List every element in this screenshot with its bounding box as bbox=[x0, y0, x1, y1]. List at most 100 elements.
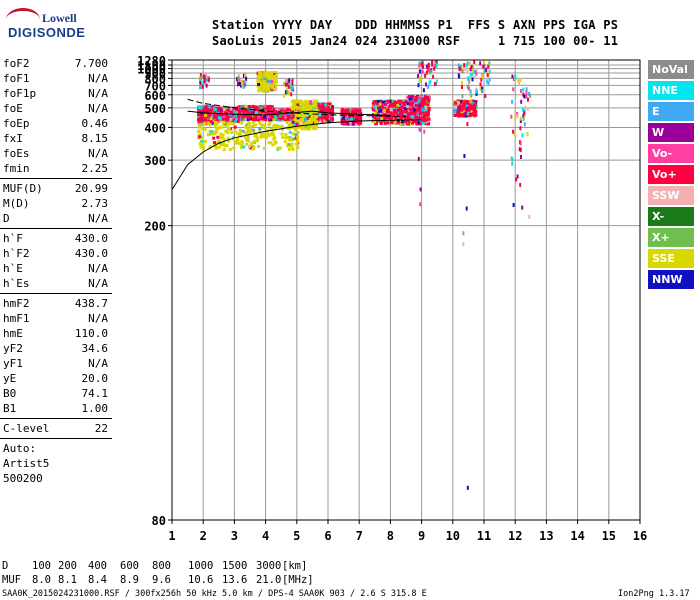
echo-point bbox=[463, 109, 466, 112]
echo-point bbox=[396, 121, 400, 125]
echo-point bbox=[258, 85, 262, 89]
echo-point bbox=[263, 74, 267, 78]
echo-point bbox=[257, 89, 261, 93]
echo-point bbox=[421, 100, 425, 104]
echo-point bbox=[325, 120, 329, 124]
legend-item: W bbox=[648, 123, 694, 142]
echo-point bbox=[291, 132, 295, 136]
echo-point bbox=[284, 78, 287, 83]
echo-point bbox=[400, 105, 404, 109]
echo-point bbox=[385, 104, 389, 108]
x-tick-label: 1 bbox=[168, 529, 175, 543]
echo-point bbox=[292, 123, 296, 127]
footer-cell: 100 bbox=[32, 560, 51, 572]
echo-point bbox=[467, 86, 470, 91]
echo-point bbox=[290, 146, 294, 149]
echo-point bbox=[287, 90, 290, 95]
echo-point bbox=[286, 112, 290, 116]
echo-point bbox=[470, 107, 474, 111]
echo-point bbox=[461, 85, 463, 89]
echo-point bbox=[351, 115, 355, 119]
echo-point bbox=[425, 105, 428, 110]
echo-point bbox=[283, 116, 287, 120]
echo-point bbox=[215, 122, 219, 126]
echo-point bbox=[520, 89, 523, 93]
echo-point bbox=[303, 113, 307, 117]
echo-point bbox=[356, 109, 360, 112]
echo-point bbox=[326, 114, 329, 118]
echo-point bbox=[266, 84, 270, 88]
echo-point bbox=[206, 133, 210, 137]
echo-point bbox=[376, 102, 380, 106]
echo-point bbox=[288, 123, 292, 127]
echo-point bbox=[303, 121, 307, 125]
echo-point bbox=[295, 106, 299, 110]
footer-file-info: SAA0K_2015024231000.RSF / 300fx256h 50 k… bbox=[2, 589, 427, 599]
echo-point bbox=[270, 71, 274, 75]
echo-point bbox=[372, 120, 376, 124]
echo-point bbox=[310, 117, 314, 121]
param-row: fxI 8.15 bbox=[0, 131, 112, 146]
echo-point bbox=[421, 115, 425, 119]
echo-point bbox=[393, 107, 396, 111]
echo-point bbox=[251, 121, 255, 124]
echo-point bbox=[516, 113, 519, 118]
echo-point bbox=[289, 118, 293, 122]
echo-point bbox=[240, 120, 244, 124]
echo-point bbox=[467, 109, 471, 113]
echo-point bbox=[475, 71, 478, 76]
echo-point bbox=[453, 110, 457, 114]
echo-point bbox=[280, 124, 284, 128]
echo-point bbox=[373, 111, 377, 115]
echo-point bbox=[281, 108, 285, 112]
echo-point bbox=[315, 120, 319, 124]
y-tick-label: 600 bbox=[144, 89, 166, 103]
logo-lowell-text: Lowell bbox=[42, 11, 77, 25]
echo-point bbox=[525, 94, 528, 99]
y-tick-label: 80 bbox=[152, 514, 166, 528]
echo-point bbox=[346, 122, 350, 126]
echo-point bbox=[472, 107, 476, 111]
echo-point bbox=[257, 116, 261, 119]
echo-point bbox=[244, 109, 248, 113]
echo-point bbox=[519, 141, 522, 146]
echo-point bbox=[222, 148, 226, 152]
echo-point bbox=[264, 118, 268, 122]
echo-point bbox=[483, 68, 486, 73]
echo-point bbox=[197, 115, 200, 119]
echo-point bbox=[283, 110, 287, 114]
echo-point bbox=[216, 135, 220, 139]
echo-point bbox=[255, 111, 259, 114]
echo-point bbox=[471, 113, 475, 116]
param-label: foE bbox=[3, 102, 23, 115]
echo-point bbox=[213, 111, 217, 115]
echo-point bbox=[266, 105, 270, 109]
echo-point bbox=[525, 87, 528, 92]
echo-point bbox=[422, 88, 425, 93]
echo-point bbox=[241, 82, 244, 86]
echo-point bbox=[295, 143, 299, 147]
echo-point bbox=[214, 144, 218, 148]
echo-point bbox=[304, 115, 308, 119]
echo-point bbox=[232, 118, 236, 122]
echo-point bbox=[291, 78, 294, 83]
echo-point bbox=[405, 107, 409, 111]
x-tick-label: 13 bbox=[539, 529, 553, 543]
footer-cell: 200 bbox=[58, 560, 77, 572]
echo-point bbox=[423, 94, 427, 98]
echo-point bbox=[359, 120, 362, 123]
echo-point bbox=[383, 116, 386, 120]
echo-point bbox=[418, 127, 421, 131]
echo-point bbox=[304, 117, 307, 121]
echo-point bbox=[467, 101, 471, 105]
echo-point bbox=[290, 105, 294, 109]
echo-point bbox=[271, 84, 275, 88]
echo-point bbox=[300, 119, 304, 123]
echo-point bbox=[371, 101, 375, 105]
echo-point bbox=[417, 108, 420, 112]
param-row: foEs N/A bbox=[0, 146, 112, 161]
echo-point bbox=[417, 83, 420, 88]
echo-point bbox=[255, 136, 259, 140]
echo-point bbox=[283, 82, 286, 87]
echo-point bbox=[457, 111, 461, 115]
